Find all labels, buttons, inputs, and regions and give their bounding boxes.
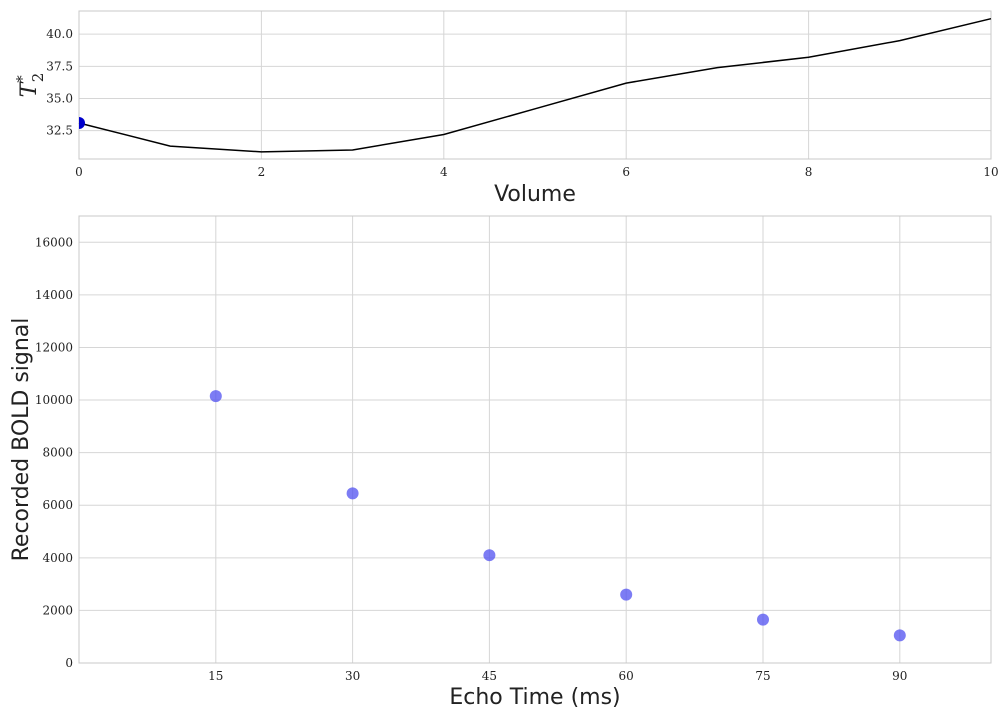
- bold-signal-echo-chart: 15 30 45 60 75 90 0 2000 4000 6000 8000 10000 12000 1…: [9, 215, 992, 710]
- y-axis-label-base: T: [17, 80, 42, 97]
- scatter-point: [620, 588, 633, 601]
- series-line: [78, 17, 992, 153]
- x-tick-label: 15: [208, 669, 223, 683]
- y-tick-label: 32.5: [46, 124, 73, 138]
- y-tick-label: 35.0: [46, 92, 73, 106]
- y-tick-label: 0: [65, 656, 73, 670]
- x-tick-label: 60: [619, 669, 634, 683]
- y-axis-label: Recorded BOLD signal: [9, 318, 34, 562]
- y-tick-label: 14000: [35, 288, 73, 302]
- x-tick-label: 75: [755, 669, 770, 683]
- x-tick-label: 90: [892, 669, 907, 683]
- x-tick-label: 0: [75, 165, 83, 179]
- x-tick-label: 30: [345, 669, 360, 683]
- scatter-point: [483, 549, 496, 562]
- y-tick-label: 2000: [42, 603, 73, 617]
- y-tick-label: 40.0: [46, 27, 73, 41]
- y-axis-label-subscript: 2: [29, 73, 47, 83]
- scatter-point: [209, 390, 222, 403]
- scatter-point: [346, 487, 359, 500]
- y-tick-label: 12000: [35, 340, 73, 354]
- x-tick-label: 2: [258, 165, 266, 179]
- x-tick-label: 10: [983, 165, 998, 179]
- current-volume-marker: [79, 116, 85, 129]
- scatter-point: [893, 629, 906, 642]
- y-tick-label: 4000: [42, 551, 73, 565]
- x-tick-label: 8: [805, 165, 813, 179]
- axes-frame: [78, 10, 992, 160]
- y-tick-label: 10000: [35, 393, 73, 407]
- x-tick-label: 45: [482, 669, 497, 683]
- y-tick-label: 16000: [35, 235, 73, 249]
- x-tick-label: 4: [440, 165, 448, 179]
- x-axis-label: Echo Time (ms): [449, 685, 620, 710]
- y-tick-label: 6000: [42, 498, 73, 512]
- y-axis-label: T*2: [13, 73, 47, 98]
- y-tick-label: 37.5: [46, 59, 73, 73]
- x-tick-label: 6: [622, 165, 630, 179]
- scatter-point: [757, 613, 769, 626]
- y-tick-label: 8000: [42, 446, 73, 460]
- axes-frame: [78, 215, 992, 664]
- x-axis-label: Volume: [494, 182, 576, 207]
- y-axis-label-superscript: *: [13, 75, 31, 83]
